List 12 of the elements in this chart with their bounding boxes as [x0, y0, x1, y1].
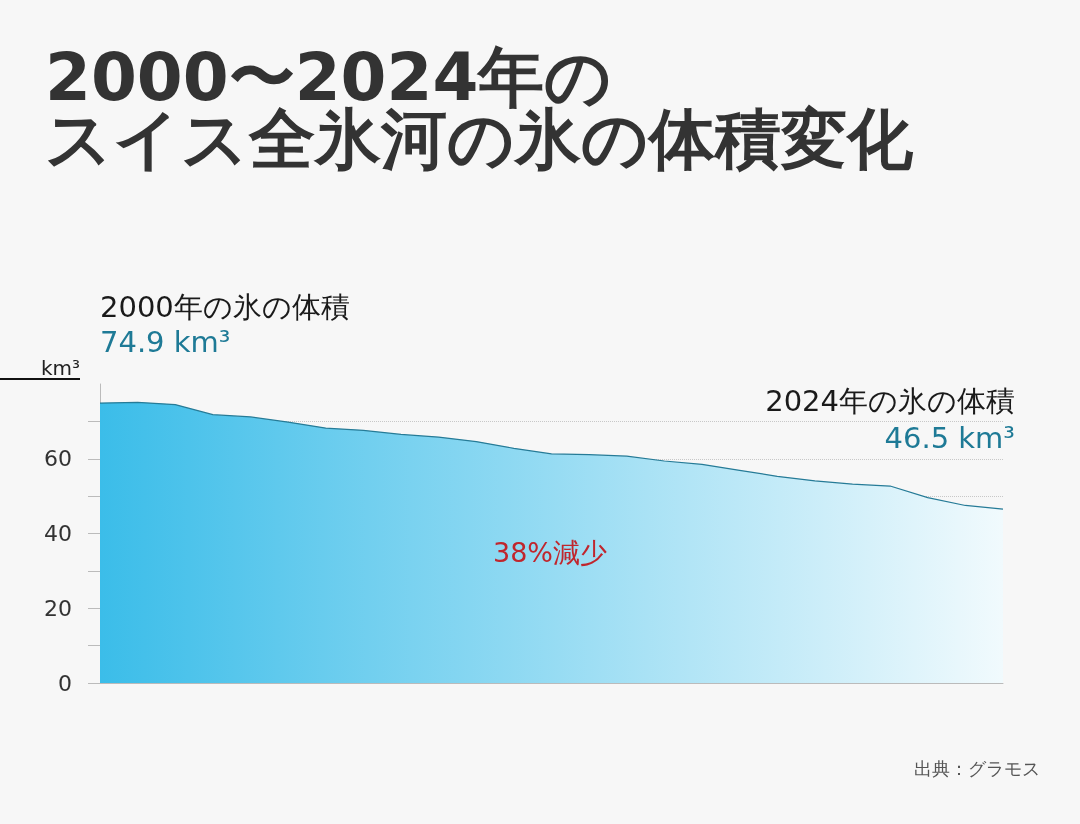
annotation: 46.5 km³ — [884, 420, 1015, 455]
y-tick-label: 0 — [58, 670, 72, 696]
text: 74.9 km³ — [100, 324, 231, 359]
annotation: 2024年の氷の体積 — [765, 383, 1015, 418]
y-tick-label: 20 — [44, 595, 72, 621]
annotation: 38%減少 — [492, 536, 608, 568]
y-axis-title: km³ — [40, 356, 80, 380]
y-tick-label: 40 — [44, 521, 72, 546]
source-note: 出典：グラモス — [914, 757, 1040, 779]
chart-title: 2000〜2024年のスイス全氷河の氷の体積変化 — [45, 38, 914, 178]
text: 2000年の氷の体積 — [100, 289, 350, 324]
y-tick-label: 60 — [44, 446, 72, 472]
